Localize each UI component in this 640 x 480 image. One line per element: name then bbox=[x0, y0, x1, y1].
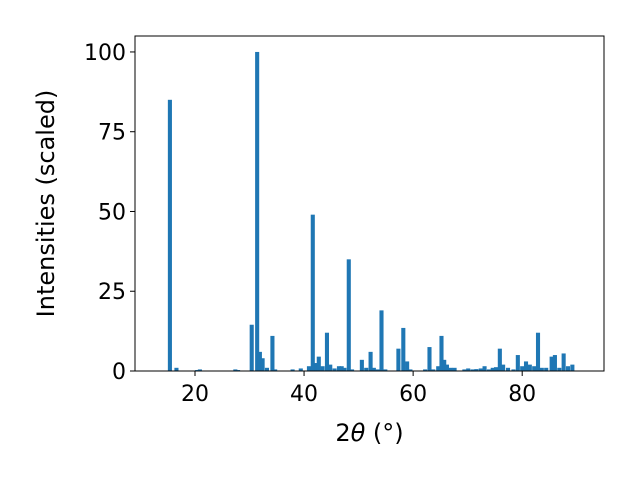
bar bbox=[364, 367, 369, 371]
bar bbox=[174, 367, 179, 371]
bar bbox=[486, 369, 491, 371]
bar bbox=[565, 366, 571, 371]
bar bbox=[328, 364, 333, 371]
bar bbox=[342, 367, 347, 371]
x-tick-label: 80 bbox=[508, 382, 536, 407]
bar bbox=[497, 348, 502, 371]
bars-group bbox=[167, 51, 575, 372]
bar bbox=[310, 214, 315, 371]
y-axis-ticks: 0 25 50 75 100 bbox=[84, 41, 135, 385]
bar bbox=[490, 367, 495, 371]
bar bbox=[270, 335, 275, 371]
bar bbox=[474, 369, 479, 371]
bar bbox=[520, 366, 525, 371]
plot-frame bbox=[134, 35, 605, 372]
bar bbox=[255, 51, 260, 371]
bar bbox=[544, 367, 549, 371]
bar bbox=[442, 359, 447, 371]
bar bbox=[233, 369, 238, 371]
bar bbox=[557, 367, 562, 371]
bar bbox=[332, 368, 337, 371]
bar bbox=[316, 356, 321, 371]
x-tick-label: 20 bbox=[181, 382, 209, 407]
x-tick-label: 40 bbox=[290, 382, 318, 407]
bar bbox=[306, 366, 312, 371]
bar bbox=[523, 361, 529, 371]
bar bbox=[462, 369, 467, 371]
y-tick-label: 100 bbox=[84, 41, 126, 66]
bar bbox=[478, 368, 483, 371]
bar bbox=[431, 369, 436, 371]
bar bbox=[264, 367, 270, 371]
y-tick-label: 75 bbox=[98, 121, 126, 146]
bar bbox=[257, 351, 262, 371]
bar bbox=[448, 367, 453, 371]
bar bbox=[346, 259, 351, 371]
bar bbox=[552, 355, 557, 371]
bar bbox=[527, 364, 532, 371]
bar bbox=[561, 353, 566, 371]
x-axis-ticks: 20 40 60 80 bbox=[181, 371, 536, 407]
y-axis-label: Intensities (scaled) bbox=[32, 90, 60, 318]
bar bbox=[320, 366, 325, 371]
bar bbox=[505, 367, 511, 371]
bar bbox=[336, 366, 342, 371]
bar bbox=[493, 367, 499, 371]
bar bbox=[423, 369, 428, 371]
bar bbox=[324, 332, 330, 371]
x-axis-label: 2θ (°) bbox=[335, 419, 403, 447]
bar bbox=[368, 351, 373, 371]
bar bbox=[482, 366, 487, 371]
bar bbox=[371, 367, 376, 371]
bar bbox=[444, 364, 449, 371]
y-tick-label: 25 bbox=[98, 280, 126, 305]
bar bbox=[408, 369, 413, 371]
bar bbox=[375, 369, 380, 371]
bar bbox=[501, 364, 506, 371]
bar bbox=[436, 366, 441, 371]
bar bbox=[249, 324, 254, 371]
bar bbox=[401, 327, 406, 371]
bar bbox=[470, 369, 475, 371]
bar bbox=[298, 368, 303, 371]
bar bbox=[570, 364, 575, 371]
bar bbox=[515, 355, 520, 371]
bar bbox=[197, 369, 202, 371]
bar bbox=[273, 369, 278, 371]
bar bbox=[539, 367, 544, 371]
x-tick-label: 60 bbox=[399, 382, 427, 407]
bar bbox=[290, 369, 295, 371]
bar bbox=[549, 356, 554, 371]
bar bbox=[383, 369, 388, 371]
bar bbox=[350, 369, 355, 371]
bar bbox=[439, 335, 444, 371]
y-tick-label: 0 bbox=[112, 360, 126, 385]
y-tick-label: 50 bbox=[98, 200, 126, 225]
bar bbox=[260, 358, 265, 371]
bar bbox=[511, 369, 516, 371]
bar bbox=[405, 361, 410, 371]
bar bbox=[359, 359, 364, 371]
bar bbox=[167, 99, 172, 372]
bar bbox=[396, 348, 401, 371]
bar bbox=[379, 310, 384, 371]
bar bbox=[314, 363, 319, 371]
bar bbox=[535, 332, 541, 371]
bar bbox=[339, 366, 344, 371]
bar bbox=[427, 347, 432, 371]
bar bbox=[532, 366, 537, 371]
bar bbox=[466, 368, 471, 371]
bar bbox=[452, 367, 457, 371]
